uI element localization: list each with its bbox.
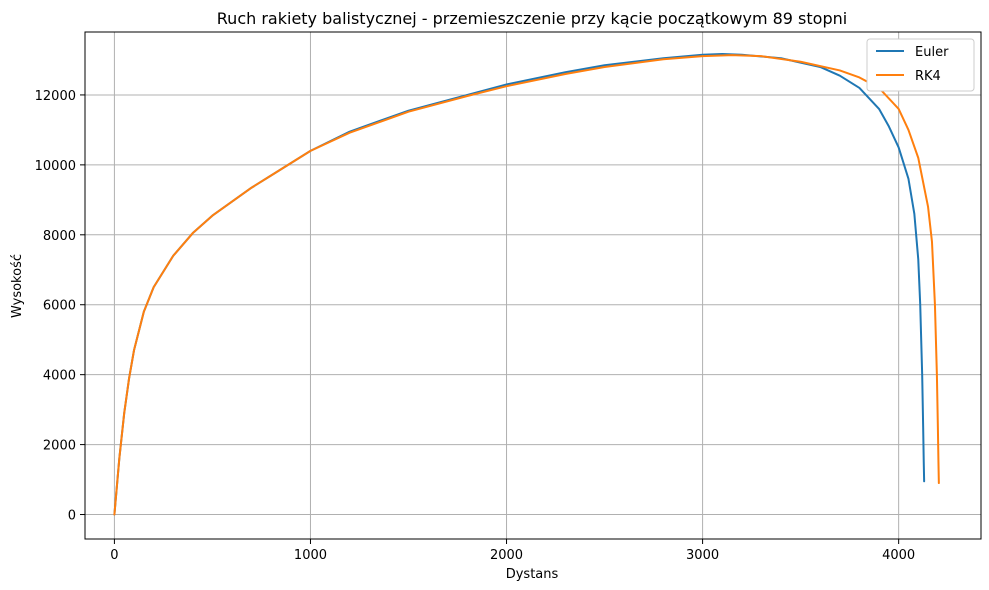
y-tick-label: 2000 bbox=[43, 439, 76, 454]
x-tick-label: 4000 bbox=[882, 548, 915, 563]
x-tick-label: 3000 bbox=[686, 548, 719, 563]
series-lines bbox=[113, 53, 940, 516]
plot-frame bbox=[84, 31, 982, 540]
legend-label-rk4: RK4 bbox=[915, 69, 941, 84]
x-tick-label: 1000 bbox=[294, 548, 327, 563]
y-tick-label: 0 bbox=[68, 509, 76, 524]
x-tick-label: 0 bbox=[110, 548, 118, 563]
series-line-rk4 bbox=[113, 54, 940, 516]
y-tick-label: 10000 bbox=[35, 159, 76, 174]
y-tick-label: 6000 bbox=[43, 299, 76, 314]
chart-title: Ruch rakiety balistycznej - przemieszcze… bbox=[217, 9, 847, 28]
x-axis-label: Dystans bbox=[506, 567, 559, 582]
grid bbox=[85, 32, 981, 539]
y-tick-label: 8000 bbox=[43, 229, 76, 244]
legend: Euler RK4 bbox=[866, 38, 975, 92]
x-tick-label: 2000 bbox=[490, 548, 523, 563]
y-axis-label: Wysokość bbox=[10, 254, 25, 318]
legend-label-euler: Euler bbox=[915, 45, 949, 60]
axis-ticks: 0 1000 2000 3000 4000 0 2000 4000 6000 8000 10000 1… bbox=[35, 89, 916, 563]
y-tick-label: 12000 bbox=[35, 89, 76, 104]
y-tick-label: 4000 bbox=[43, 369, 76, 384]
